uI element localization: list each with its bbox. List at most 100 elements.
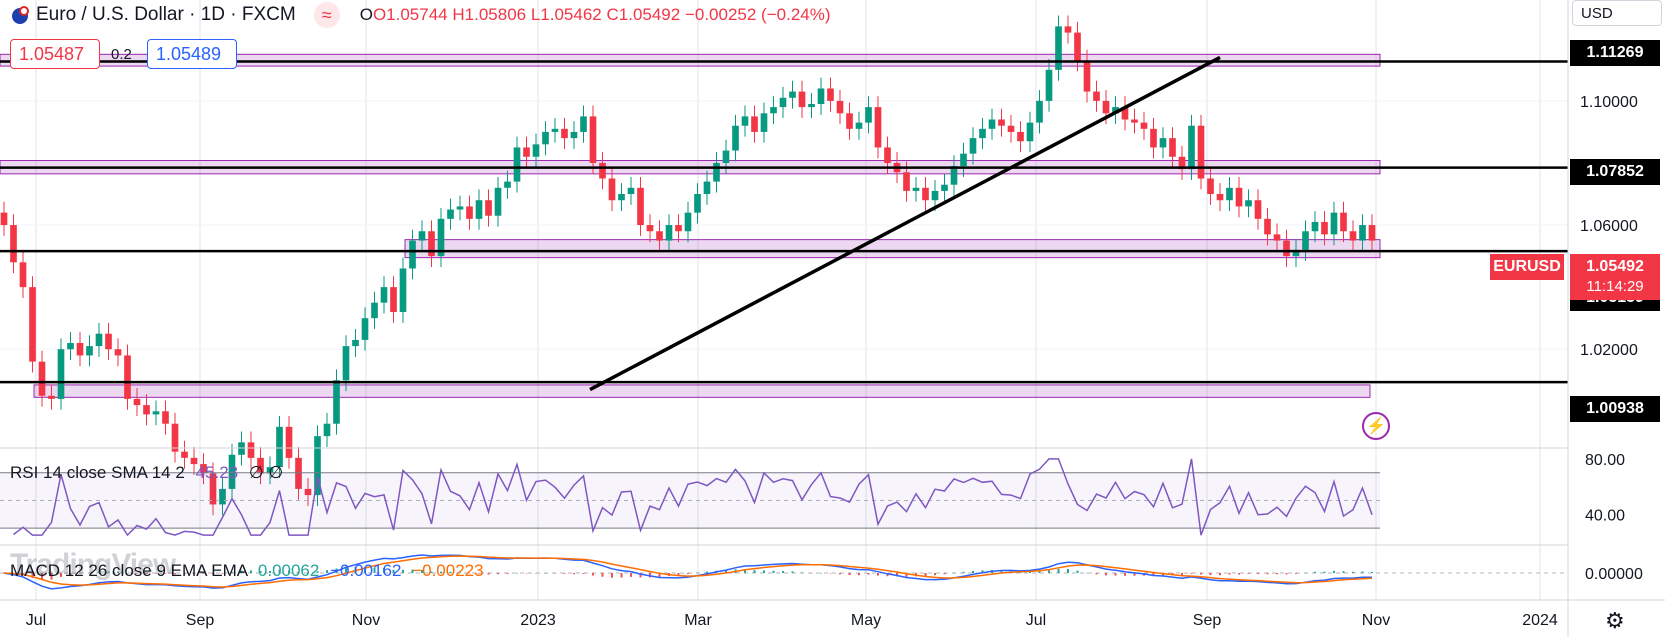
approx-icon[interactable]: ≈ — [313, 2, 340, 28]
candle-body — [361, 318, 369, 340]
macd-histogram-bar — [706, 571, 708, 573]
trend-line — [589, 55, 1221, 392]
candle-body — [988, 119, 996, 129]
candle-body — [304, 488, 312, 496]
x-tick-label: Sep — [1193, 612, 1222, 629]
candle-body — [390, 287, 397, 312]
macd-histogram-bar — [1038, 571, 1041, 573]
macd-histogram-bar — [782, 571, 784, 573]
candle-body — [1045, 69, 1053, 101]
macd-histogram-bar — [544, 572, 547, 574]
candle-body — [38, 361, 46, 396]
macd-histogram-bar — [573, 573, 575, 575]
macd-legend[interactable]: MACD 12 26 close 9 EMA EMA 0.00062 −0.00… — [10, 561, 484, 581]
candle-body — [1121, 107, 1129, 120]
candle-body — [10, 225, 17, 263]
candle-body — [1178, 156, 1186, 170]
candle-body — [257, 457, 264, 474]
candle-body — [1292, 249, 1300, 257]
macd-histogram-bar — [69, 573, 72, 575]
x-tick-label: Nov — [1362, 612, 1390, 629]
settings-gear-icon[interactable]: ⚙ — [1605, 608, 1625, 633]
macd-histogram-bar — [316, 571, 319, 573]
macd-histogram-bar — [1095, 573, 1098, 575]
candle-body — [447, 209, 454, 219]
candle-body — [1017, 131, 1024, 142]
zone-rect — [33, 384, 1371, 398]
macd-histogram-bar — [250, 570, 252, 573]
macd-histogram-bar — [1200, 573, 1202, 575]
candle-body — [1311, 221, 1319, 232]
macd-histogram-bar — [1295, 573, 1297, 574]
signal-line — [3, 555, 1373, 588]
x-tick-label: Mar — [684, 612, 712, 629]
candle-body — [656, 231, 663, 241]
macd-histogram-bar — [677, 573, 680, 576]
macd-histogram-bar — [525, 573, 528, 574]
candle-body — [665, 225, 673, 241]
x-tick-label: Jul — [26, 612, 46, 629]
macd-histogram-bar — [1352, 571, 1354, 573]
candle-body — [1036, 100, 1043, 123]
trend-line-segment — [589, 55, 1221, 392]
candle-body — [342, 346, 350, 381]
macd-histogram-bar — [829, 573, 832, 574]
candle-body — [1093, 91, 1100, 101]
candle-body — [380, 287, 388, 303]
macd-histogram-bar — [117, 571, 119, 573]
candle-body — [105, 333, 112, 350]
macd-histogram-bar — [848, 573, 851, 576]
macd-histogram-bar — [1076, 570, 1079, 573]
chart-header: Euro / U.S. Dollar · 1D · FXCM ≈ OO1.057… — [0, 0, 831, 30]
macd-histogram-bar — [962, 571, 965, 573]
macd-histogram-bar — [696, 572, 699, 574]
candle-body — [409, 240, 416, 269]
sell-price-button[interactable]: 1.05487 — [10, 39, 100, 69]
candle-body — [751, 116, 758, 132]
macd-histogram-bar — [212, 573, 214, 575]
macd-histogram-bar — [136, 573, 138, 574]
candle-body — [798, 91, 806, 108]
macd-histogram-bar — [430, 571, 433, 573]
candle-body — [627, 187, 635, 195]
candle-body — [551, 128, 559, 132]
candle-body — [561, 128, 568, 139]
candle-body — [86, 346, 93, 356]
zone-rect — [0, 53, 1381, 67]
high-value: H1.05806 — [452, 5, 527, 24]
candle-body — [1055, 26, 1062, 70]
macd-histogram-bar — [953, 572, 955, 574]
candle-body — [931, 190, 939, 201]
candle-body — [1131, 119, 1138, 123]
macd-histogram-bar — [307, 572, 309, 574]
macd-histogram-bar — [554, 573, 556, 574]
change-value: −0.00252 (−0.24%) — [684, 5, 831, 24]
candle-body — [143, 405, 150, 415]
macd-histogram-bar — [630, 573, 632, 577]
buy-price-button[interactable]: 1.05489 — [147, 39, 237, 69]
candle-body — [703, 181, 711, 195]
candlestick-series — [0, 15, 1376, 516]
macd-histogram-bar — [858, 573, 860, 576]
currency-selector[interactable]: USD — [1572, 0, 1662, 26]
lightning-icon[interactable]: ⚡ — [1362, 412, 1390, 440]
macd-histogram-bar — [60, 573, 62, 577]
candle-body — [950, 166, 958, 185]
macd-histogram-bar — [1114, 573, 1117, 576]
candle-body — [57, 349, 65, 399]
macd-histogram-bar — [1285, 573, 1288, 575]
symbol-title[interactable]: Euro / U.S. Dollar · 1D · FXCM — [36, 4, 296, 25]
candle-body — [209, 473, 217, 505]
tradingview-watermark: TradingView — [10, 548, 176, 581]
last-price: 1.05492 — [1586, 258, 1644, 275]
candle-body — [608, 178, 616, 201]
rsi-value: 45.23 — [195, 463, 239, 482]
macd-histogram-bar — [468, 573, 471, 574]
macd-histogram-bar — [1048, 570, 1050, 573]
rsi-legend[interactable]: RSI 14 close SMA 14 2 45.23 ∅ ∅ — [10, 463, 283, 483]
candle-body — [1330, 212, 1338, 235]
macd-histogram-bar — [297, 571, 300, 573]
macd-histogram-bar — [1342, 571, 1345, 573]
macd-histogram-bar — [1304, 572, 1307, 574]
